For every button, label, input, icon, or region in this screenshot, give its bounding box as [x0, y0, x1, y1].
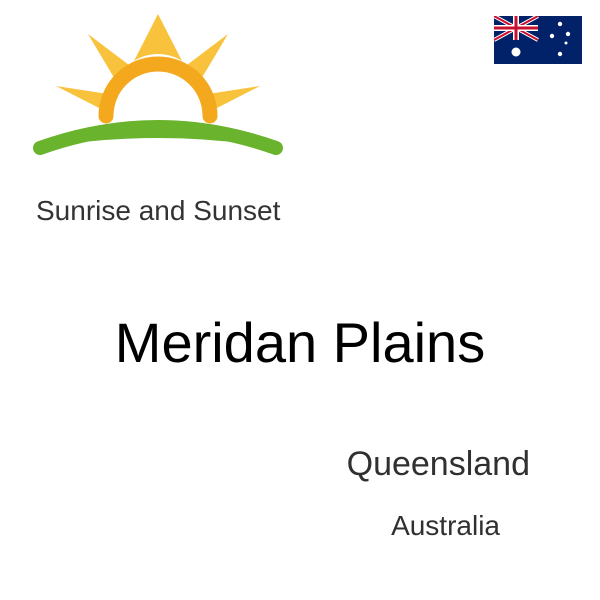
logo-tagline: Sunrise and Sunset — [36, 195, 280, 227]
place-name: Meridan Plains — [0, 310, 600, 375]
australia-flag-icon — [494, 16, 582, 64]
sun-icon — [28, 6, 288, 171]
country-label: Australia — [391, 510, 500, 542]
sunrise-logo — [28, 6, 288, 171]
region-label: Queensland — [347, 445, 530, 484]
